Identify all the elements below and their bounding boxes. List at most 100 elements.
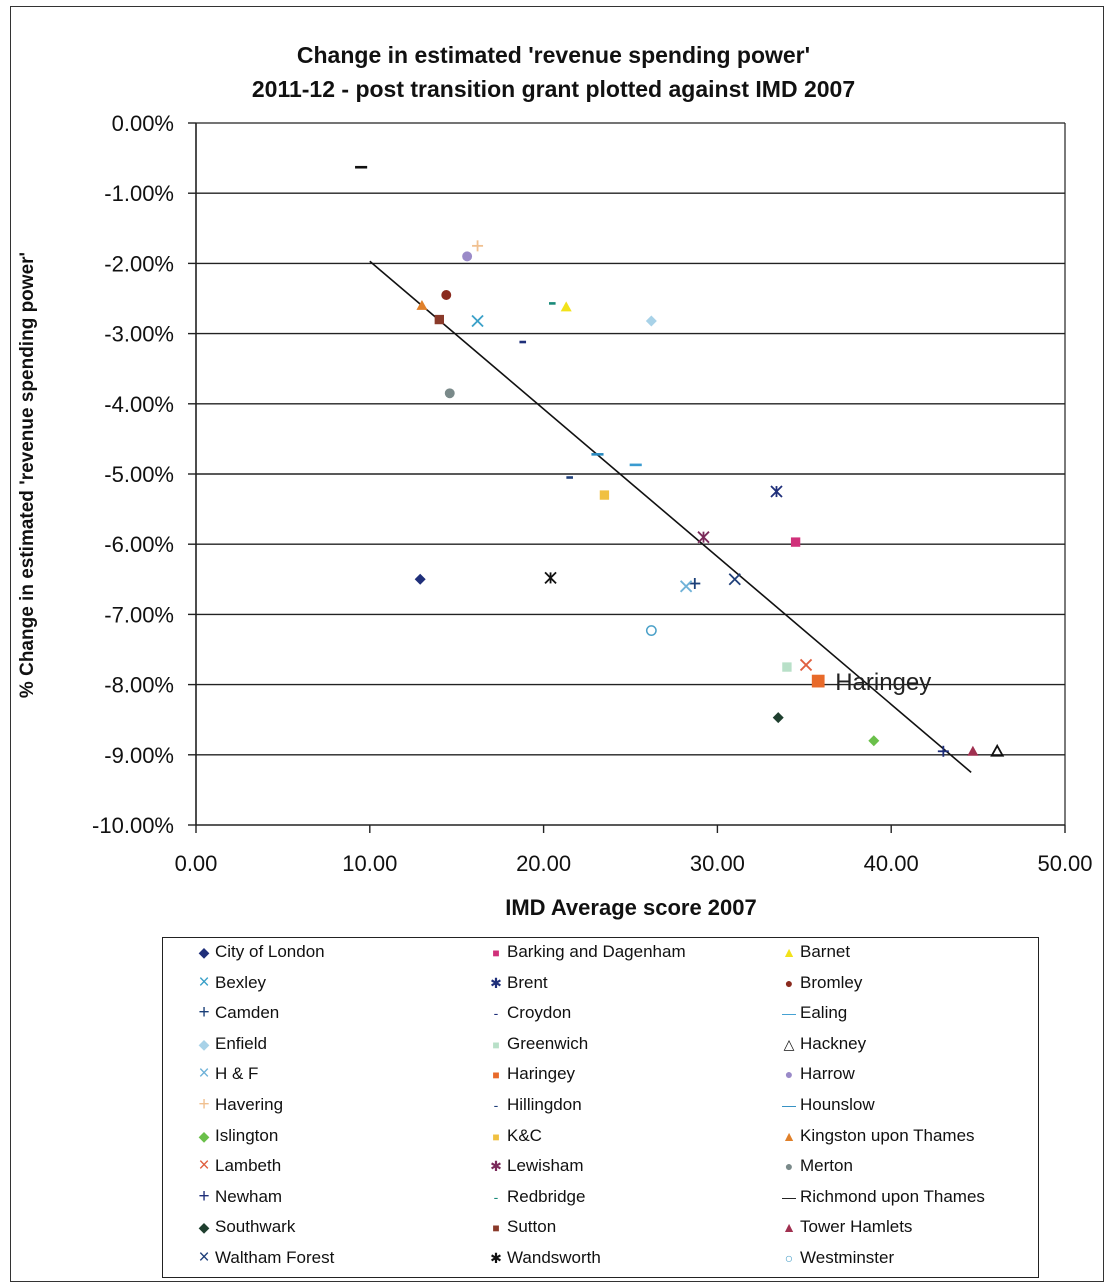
chart-title-line2: 2011-12 - post transition grant plotted … <box>251 76 856 102</box>
legend-item-bexley: × Bexley <box>195 972 266 994</box>
y-tick-label: -3.00% <box>104 322 174 347</box>
point-wandsworth <box>544 571 557 585</box>
legend-item-hounslow: — Hounslow <box>780 1094 875 1116</box>
legend-label: Havering <box>215 1095 284 1114</box>
point-southwark <box>772 712 784 724</box>
y-tick-label: -9.00% <box>104 743 174 768</box>
legend-marker: × <box>198 971 210 993</box>
legend-marker: ■ <box>492 946 500 960</box>
y-tick-label: -4.00% <box>104 392 174 417</box>
point-islington <box>868 735 880 747</box>
point-brent <box>770 485 783 498</box>
legend-item-greenwich: ■ Greenwich <box>487 1033 588 1055</box>
point-bexley <box>471 314 484 328</box>
legend-label: Enfield <box>215 1033 267 1053</box>
legend-marker: + <box>198 1094 210 1115</box>
legend-marker: ◆ <box>198 944 210 960</box>
legend-label: Lewisham <box>507 1156 584 1176</box>
legend-label: Newham <box>215 1186 283 1206</box>
point-tower-hamlets <box>967 745 979 756</box>
legend-label: Ealing <box>800 1003 848 1023</box>
data-points <box>355 165 1005 757</box>
legend-item-wandsworth: ✱ Wandsworth <box>487 1247 601 1269</box>
legend-item-kingston-upon-thames: ▲ Kingston upon Thames <box>780 1125 975 1147</box>
point-waltham-forest <box>728 573 741 586</box>
legend-marker: ✱ <box>490 974 502 991</box>
legend-marker: ▲ <box>782 1127 796 1144</box>
legend-label: Brent <box>507 972 548 992</box>
legend-item-hackney: △ Hackney <box>780 1033 867 1055</box>
legend-marker: ● <box>784 974 794 991</box>
point-greenwich <box>782 662 792 672</box>
point-havering <box>472 240 484 252</box>
legend-item-enfield: ◆ Enfield <box>195 1033 267 1055</box>
legend-label: Croydon <box>507 1003 572 1023</box>
legend-marker: ◆ <box>198 1035 210 1052</box>
point-westminster <box>645 625 657 636</box>
legend-item-southwark: ◆ Southwark <box>195 1216 296 1238</box>
legend-marker: ✱ <box>490 1158 502 1175</box>
point-lambeth <box>799 658 813 672</box>
legend-item-camden: + Camden <box>195 1002 279 1024</box>
legend-marker: — <box>782 1005 796 1022</box>
legend-label: Wandsworth <box>507 1248 601 1267</box>
legend-marker: ◆ <box>198 1127 210 1144</box>
y-tick-label: -2.00% <box>104 251 174 276</box>
legend-marker: — <box>782 1097 796 1113</box>
legend-marker: ■ <box>492 1221 500 1236</box>
point-bromley <box>441 290 452 300</box>
haringey-annotation: Haringey <box>835 669 931 696</box>
legend-item-haringey: ■ Haringey <box>487 1063 575 1085</box>
legend-item-newham: + Newham <box>195 1186 282 1208</box>
legend-marker: ■ <box>492 1129 500 1144</box>
axes <box>188 122 1066 833</box>
point-sutton <box>434 314 444 325</box>
legend-marker: × <box>198 1155 210 1177</box>
legend-label: Greenwich <box>507 1033 589 1053</box>
point-kingston-upon-thames <box>416 300 428 310</box>
legend-label: Lambeth <box>215 1156 282 1176</box>
legend-item-richmond-upon-thames: — Richmond upon Thames <box>780 1186 985 1208</box>
legend-label: Islington <box>215 1125 279 1145</box>
legend-item-merton: ● Merton <box>780 1155 853 1177</box>
tick-labels: 0.00% -1.00% -2.00% -3.00% -4.00% -5.00% -6.00… <box>92 111 1092 876</box>
point-barking-and-dagenham <box>790 537 801 547</box>
legend-item-brent: ✱ Brent <box>487 972 548 994</box>
legend-item-islington: ◆ Islington <box>195 1125 279 1147</box>
legend-item-havering: + Havering <box>195 1094 283 1116</box>
legend-marker: — <box>782 1188 796 1205</box>
trendline-group <box>369 260 972 773</box>
legend-marker: ● <box>784 1158 794 1175</box>
legend-label: Sutton <box>507 1217 557 1237</box>
legend-label: Bexley <box>215 972 267 992</box>
point-lewisham <box>697 531 710 544</box>
legend-label: Hounslow <box>800 1095 875 1114</box>
legend-marker: × <box>198 1247 210 1268</box>
point-barnet <box>560 301 572 312</box>
chart-title-line1: Change in estimated 'revenue spending po… <box>296 42 811 68</box>
point-merton <box>444 388 455 399</box>
legend-label: Kingston upon Thames <box>800 1125 975 1145</box>
legend-item-waltham-forest: × Waltham Forest <box>195 1247 334 1269</box>
y-tick-label: -10.00% <box>92 813 174 838</box>
legend-marker: △ <box>783 1035 795 1052</box>
y-tick-label: -8.00% <box>104 673 174 698</box>
legend-label: Camden <box>215 1003 280 1023</box>
gridlines <box>196 192 1065 756</box>
y-tick-label: -1.00% <box>104 181 174 206</box>
legend-marker: ■ <box>492 1037 500 1052</box>
y-tick-label: 0.00% <box>112 111 174 136</box>
legend-marker: ■ <box>492 1068 500 1083</box>
legend-item-hillingdon: - Hillingdon <box>487 1094 582 1116</box>
legend-marker: - <box>493 1097 499 1113</box>
y-tick-label: -6.00% <box>104 532 174 557</box>
x-tick-label: 0.00 <box>175 851 218 876</box>
legend-marker: ● <box>784 1066 794 1083</box>
legend-label: Bromley <box>800 972 863 992</box>
legend-item-barking-and-dagenham: ■ Barking and Dagenham <box>487 941 685 963</box>
x-axis-label: IMD Average score 2007 <box>505 895 757 920</box>
legend-item-redbridge: - Redbridge <box>487 1186 586 1208</box>
legend-label: H & F <box>215 1064 259 1084</box>
legend-item-harrow: ● Harrow <box>780 1063 855 1085</box>
point-city-of-london <box>414 573 426 585</box>
